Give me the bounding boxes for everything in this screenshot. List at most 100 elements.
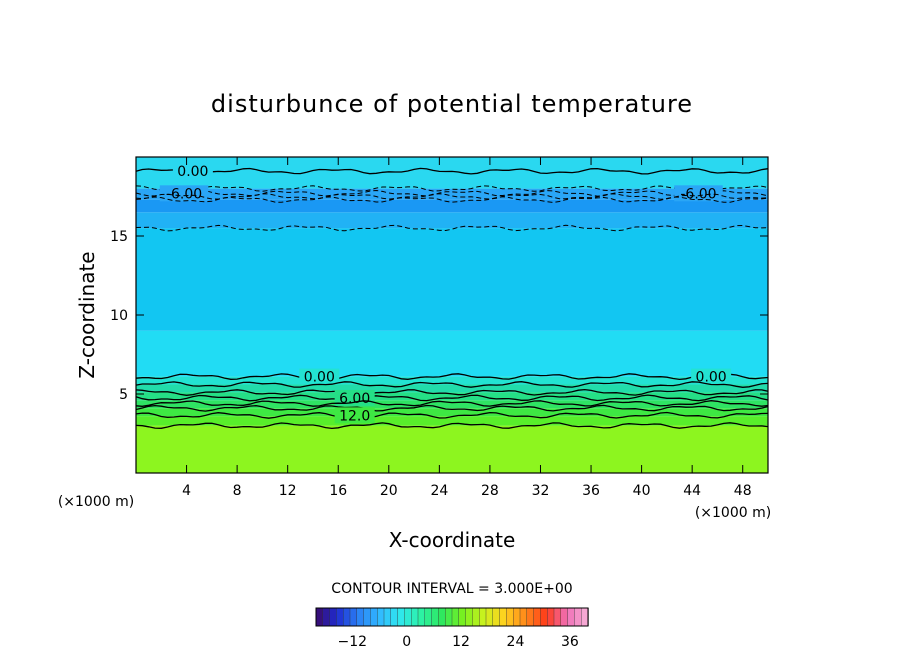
band-8 xyxy=(136,228,768,331)
colorbar: −12 0 12 24 36 xyxy=(315,607,589,650)
band-9 xyxy=(136,212,768,229)
colorbar-cell xyxy=(377,607,385,627)
contour-line-8 xyxy=(135,388,769,396)
colorbar-cell xyxy=(390,607,399,627)
colorbar-cell xyxy=(492,607,501,627)
colorbar-cell xyxy=(336,607,344,627)
x-tick-label: 20 xyxy=(380,483,398,499)
contour-line-2 xyxy=(135,189,769,197)
colorbar-frame xyxy=(315,607,589,627)
colorbar-cell xyxy=(581,607,589,627)
colorbar-tick-label: 12 xyxy=(452,634,470,650)
x-tick-label: 28 xyxy=(481,483,499,499)
colorbar-cell xyxy=(322,607,331,627)
x-tick-label: 36 xyxy=(582,483,600,499)
colorbar-cell xyxy=(411,607,419,627)
band-0 xyxy=(136,425,768,473)
contour-line-0 xyxy=(135,167,769,175)
x-axis-label: X-coordinate xyxy=(389,528,516,552)
contour-line-12 xyxy=(135,411,769,419)
contour-line-4 xyxy=(135,196,769,203)
contour-label-6-1: 0.00 xyxy=(696,370,727,386)
colorbar-cell xyxy=(506,607,514,627)
x-tick-label: 32 xyxy=(532,483,550,499)
colorbar-cell xyxy=(397,607,406,627)
colorbar-cell xyxy=(458,607,467,627)
band-3 xyxy=(136,400,768,409)
chart-title: disturbunce of potential temperature xyxy=(211,90,693,118)
band-6 xyxy=(136,376,768,385)
y-tick-label: 15 xyxy=(110,229,128,245)
band-7 xyxy=(136,330,768,377)
band-11 xyxy=(136,188,768,200)
colorbar-cell xyxy=(329,607,338,627)
x-tick-label: 8 xyxy=(233,483,242,499)
contour-label-12-0: 12.0 xyxy=(339,408,370,424)
band-2 xyxy=(136,408,768,417)
contour-label-bg xyxy=(674,185,723,202)
x-tick-label: 48 xyxy=(734,483,752,499)
colorbar-cell xyxy=(472,607,480,627)
contour-label-2-1: -6.00 xyxy=(680,186,716,202)
contour-label-0-0: 0.00 xyxy=(177,164,208,180)
contour-line-11 xyxy=(135,404,769,412)
x-tick-label: 24 xyxy=(430,483,448,499)
contour-line-1 xyxy=(135,185,769,192)
colorbar-tick-label: 0 xyxy=(402,634,411,650)
x-tick-label: 40 xyxy=(633,483,651,499)
contour-label-bg xyxy=(159,185,209,202)
contour-label-bg xyxy=(334,407,375,424)
colorbar-cell xyxy=(499,607,508,627)
x-unit-right: (×1000 m) xyxy=(695,505,771,521)
colorbar-cell xyxy=(465,607,474,627)
y-tick-label: 5 xyxy=(119,387,128,403)
contour-interval-note: CONTOUR INTERVAL = 3.000E+00 xyxy=(331,581,572,597)
x-tick-label: 44 xyxy=(683,483,701,499)
contour-label-9-0: 6.00 xyxy=(339,391,370,407)
colorbar-cell xyxy=(574,607,582,627)
colorbar-cell xyxy=(560,607,569,627)
x-tick-label: 16 xyxy=(329,483,347,499)
y-axis-label: Z-coordinate xyxy=(75,251,99,378)
colorbar-cell xyxy=(424,607,433,627)
colorbar-cell xyxy=(513,607,521,627)
band-12 xyxy=(136,157,768,189)
colorbar-cell xyxy=(533,607,542,627)
colorbar-cell xyxy=(315,607,324,627)
colorbar-cell xyxy=(438,607,446,627)
colorbar-cell xyxy=(363,607,372,627)
colorbar-cell xyxy=(370,607,378,627)
colorbar-cell xyxy=(383,607,392,627)
colorbar-cell xyxy=(485,607,494,627)
contour-line-13 xyxy=(135,422,769,430)
contour-line-10 xyxy=(135,400,769,407)
contour-line-3 xyxy=(135,193,769,200)
colorbar-cell xyxy=(540,607,548,627)
colorbar-tick-label: 24 xyxy=(507,634,525,650)
colorbar-cell xyxy=(526,607,535,627)
colorbar-cell xyxy=(451,607,460,627)
band-4 xyxy=(136,392,768,401)
colorbar-cell xyxy=(349,607,358,627)
colorbar-cell xyxy=(567,607,576,627)
colorbar-cell xyxy=(553,607,562,627)
colorbar-cell xyxy=(431,607,440,627)
contour-line-9 xyxy=(135,394,769,402)
contour-label-bg xyxy=(299,368,340,385)
colorbar-cell xyxy=(404,607,412,627)
x-tick-label: 4 xyxy=(182,483,191,499)
colorbar-cell xyxy=(343,607,351,627)
y-tick-label: 10 xyxy=(110,308,128,324)
band-10 xyxy=(136,199,768,213)
colorbar-cell xyxy=(445,607,453,627)
colorbar-cell xyxy=(547,607,555,627)
contour-line-6 xyxy=(135,373,769,381)
contour-label-6-0: 0.00 xyxy=(304,370,335,386)
contour-line-7 xyxy=(135,381,769,388)
band-1 xyxy=(136,416,768,426)
contour-label-bg xyxy=(691,368,732,385)
contour-label-2-0: -6.00 xyxy=(166,186,202,202)
x-unit-left: (×1000 m) xyxy=(58,494,134,510)
